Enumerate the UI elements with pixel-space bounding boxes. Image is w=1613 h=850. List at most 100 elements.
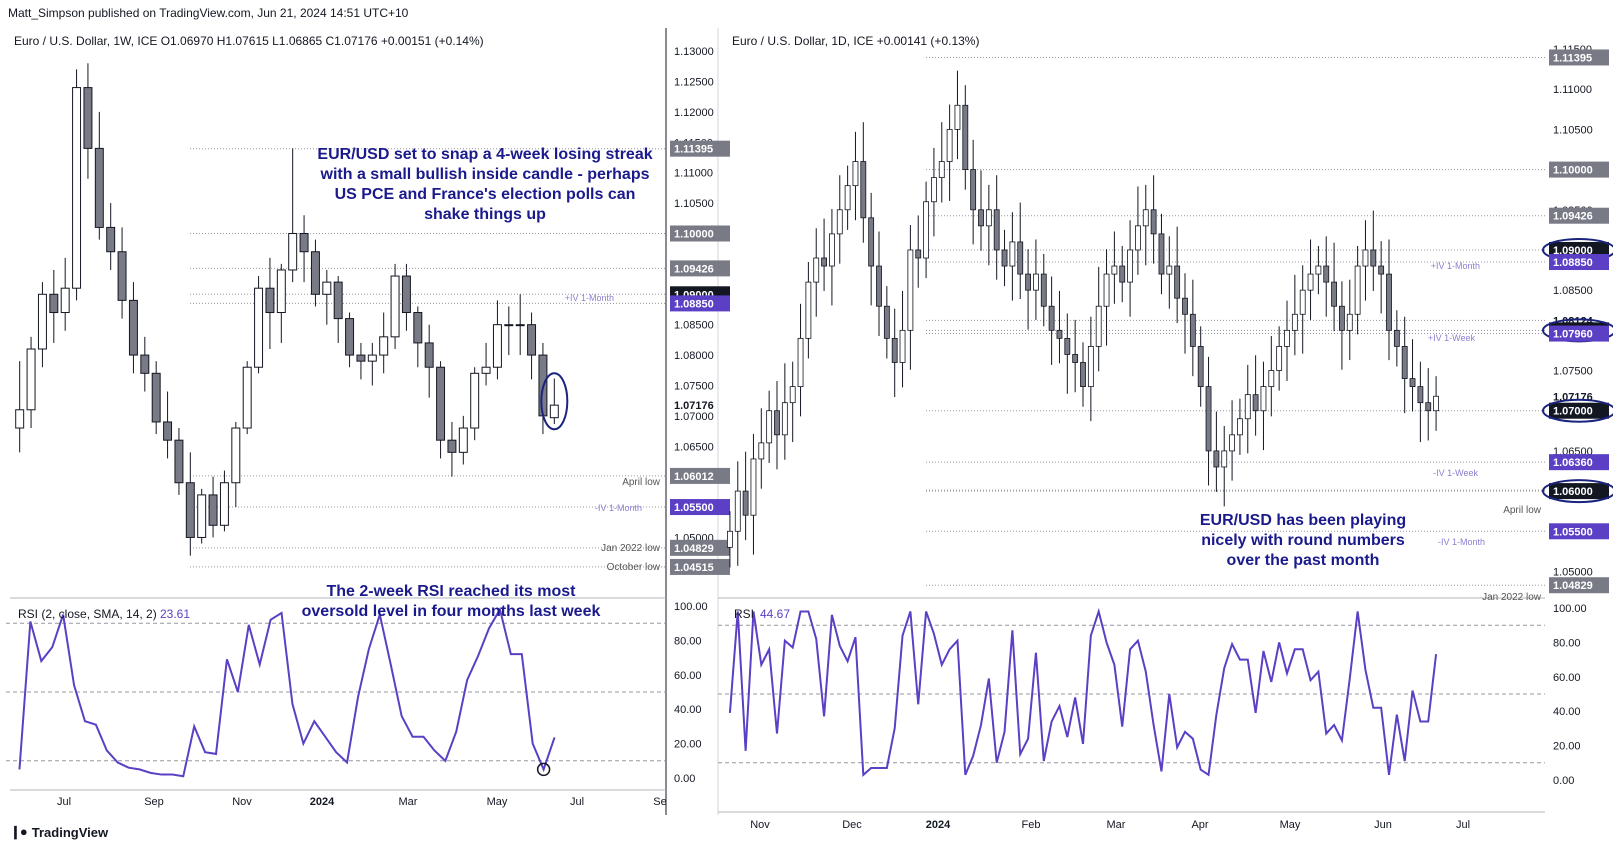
right-candle: [1135, 225, 1141, 251]
right-candle: [1095, 305, 1102, 347]
left-candle: [151, 372, 161, 423]
rsi-oversold-marker: [536, 762, 551, 777]
right-candle: [1158, 233, 1165, 275]
left-rsi-tick: 80.00: [674, 635, 702, 647]
right-round-number-highlight: [1542, 398, 1613, 423]
left-candle: [163, 421, 173, 441]
left-candle: [254, 287, 264, 368]
left-annotation-line-3: US PCE and France's election polls can: [335, 186, 636, 203]
left-time-label: Sep: [144, 796, 164, 808]
right-candle: [734, 490, 741, 532]
left-candle: [288, 232, 298, 271]
left-price-badge: [670, 260, 730, 277]
right-rsi-title: RSI: [734, 607, 754, 621]
right-candle: [868, 217, 875, 267]
left-candle: [379, 336, 389, 356]
right-candle: [1331, 281, 1337, 307]
right-candle: [923, 201, 929, 259]
left-candle: [83, 87, 93, 149]
right-candle: [1378, 265, 1385, 275]
footer-brand-text: TradingView: [31, 824, 109, 840]
right-candle: [774, 410, 780, 436]
left-rsi-tick: 40.00: [674, 704, 702, 716]
left-candle: [310, 251, 320, 295]
right-rsi-value: 44.67: [760, 607, 790, 621]
right-rsi-tick: 40.00: [1553, 706, 1581, 718]
right-candle: [1174, 265, 1181, 299]
left-candle: [401, 275, 411, 314]
right-candle: [993, 209, 1000, 251]
right-candle: [844, 185, 851, 211]
right-price-badge-value: 1.09426: [1553, 211, 1593, 223]
left-price-tick: 1.06500: [674, 441, 714, 453]
left-rsi-tick: 100.00: [674, 601, 708, 613]
left-candle: [185, 482, 195, 538]
left-rsi-tick: 0.00: [674, 773, 695, 785]
right-jan2022-low-label: Jan 2022 low: [1482, 592, 1542, 603]
right-annotation-line-3: over the past month: [1227, 552, 1380, 569]
right-candle: [1142, 209, 1149, 227]
right-price-tick: 1.07500: [1553, 366, 1593, 378]
left-price-badge-value: 1.04829: [674, 543, 714, 555]
left-rsi-tick: 20.00: [674, 739, 702, 751]
right-price-badge-value: 1.09000: [1553, 245, 1593, 257]
right-candle: [1346, 313, 1353, 331]
right-iv-minus-1w-label: -IV 1-Week: [1433, 468, 1478, 478]
left-candle: [37, 293, 47, 350]
left-candle: [367, 354, 377, 362]
right-candle: [962, 104, 969, 170]
right-candle: [758, 442, 765, 460]
right-price-badge-value: 1.04829: [1553, 580, 1593, 592]
left-price-badge-value: 1.07176: [674, 400, 714, 412]
right-candle: [789, 386, 796, 404]
right-candle: [985, 209, 992, 227]
right-candle: [1393, 329, 1400, 347]
left-candle: [322, 281, 332, 295]
left-price-tick: 1.08500: [674, 320, 714, 332]
right-time-label: Jul: [1456, 819, 1470, 831]
left-candle: [94, 147, 104, 228]
right-price-badge: [1549, 241, 1609, 258]
right-candle: [742, 490, 749, 516]
left-price-badge-value: 1.09426: [674, 263, 714, 275]
left-candle: [128, 299, 138, 356]
left-chart-title: Euro / U.S. Dollar, 1W, ICE O1.06970 H1.…: [14, 34, 484, 48]
right-candle: [1064, 337, 1071, 355]
right-candle: [1119, 265, 1126, 283]
right-candle: [836, 209, 843, 235]
left-candle: [424, 342, 434, 368]
left-rsi-line: [18, 606, 556, 778]
left-candle: [231, 427, 241, 484]
left-rsi-tick: 60.00: [674, 670, 702, 682]
right-price-badge: [1549, 454, 1609, 471]
right-candle: [1229, 434, 1235, 452]
right-candle: [1433, 395, 1439, 412]
left-candle: [60, 287, 70, 314]
left-price-badge-value: 1.10000: [674, 228, 714, 240]
right-candle: [978, 209, 984, 227]
left-price-badge-value: 1.05500: [674, 502, 714, 514]
right-time-label: Jun: [1374, 819, 1392, 831]
right-candle: [1087, 346, 1094, 388]
right-price-badge: [1549, 577, 1609, 594]
left-price-badge-value: 1.06012: [674, 471, 714, 483]
rsi-annotation-line-1: The 2-week RSI reached its most: [327, 583, 577, 600]
right-daily-chart: 1.115001.110001.105001.100001.095001.090…: [718, 44, 1613, 831]
left-candle: [242, 366, 252, 429]
left-price-badge: [670, 558, 730, 575]
right-candle: [1284, 329, 1290, 347]
right-candle: [766, 410, 773, 444]
right-april-low-label: April low: [1503, 505, 1542, 516]
left-candle: [515, 324, 525, 327]
right-candle: [1048, 305, 1055, 331]
right-price-tick: 1.05000: [1553, 566, 1593, 578]
left-annotation-line-1: EUR/USD set to snap a 4-week losing stre…: [317, 146, 652, 163]
right-price-badge: [1549, 207, 1609, 224]
right-rsi-tick: 20.00: [1553, 741, 1581, 753]
right-annotation-line-2: nicely with round numbers: [1201, 532, 1405, 549]
right-candle: [883, 305, 890, 339]
left-candle: [492, 324, 502, 368]
left-price-tick: 1.07000: [674, 411, 714, 423]
right-candle: [1080, 362, 1086, 388]
left-annotation-line-4: shake things up: [424, 206, 546, 223]
